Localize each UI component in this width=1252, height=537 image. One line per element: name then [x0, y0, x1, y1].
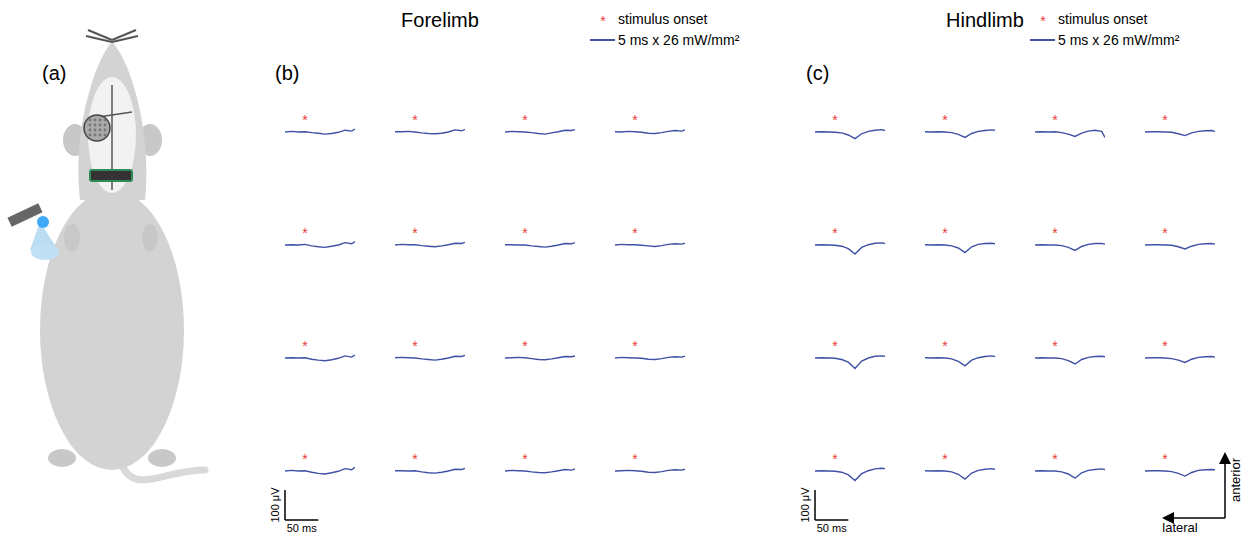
svg-text:anterior: anterior [1228, 457, 1243, 502]
svg-text:*: * [412, 112, 418, 128]
svg-text:*: * [942, 338, 948, 354]
svg-text:*: * [832, 112, 838, 128]
svg-text:5 ms x 26 mW/mm²: 5 ms x 26 mW/mm² [618, 32, 740, 48]
svg-text:*: * [832, 225, 838, 241]
svg-text:Forelimb: Forelimb [401, 9, 479, 31]
svg-text:*: * [412, 451, 418, 467]
svg-text:*: * [1052, 112, 1058, 128]
svg-text:Hindlimb: Hindlimb [946, 9, 1024, 31]
svg-text:*: * [1162, 338, 1168, 354]
svg-text:100 μV: 100 μV [799, 487, 811, 523]
svg-text:lateral: lateral [1162, 520, 1198, 535]
svg-text:*: * [1162, 225, 1168, 241]
svg-text:stimulus onset: stimulus onset [1058, 11, 1148, 27]
svg-text:*: * [632, 451, 638, 467]
svg-text:*: * [632, 112, 638, 128]
svg-text:*: * [522, 451, 528, 467]
svg-text:*: * [1040, 13, 1046, 29]
svg-text:*: * [600, 13, 606, 29]
svg-text:*: * [302, 338, 308, 354]
svg-text:*: * [632, 225, 638, 241]
svg-text:*: * [1052, 225, 1058, 241]
svg-text:*: * [522, 338, 528, 354]
svg-text:*: * [942, 451, 948, 467]
svg-text:*: * [412, 225, 418, 241]
svg-text:5 ms x 26 mW/mm²: 5 ms x 26 mW/mm² [1058, 32, 1180, 48]
svg-text:50 ms: 50 ms [287, 522, 317, 534]
svg-text:*: * [1052, 451, 1058, 467]
svg-text:50 ms: 50 ms [817, 522, 847, 534]
svg-text:*: * [1162, 451, 1168, 467]
svg-text:*: * [832, 338, 838, 354]
svg-text:*: * [522, 225, 528, 241]
svg-text:*: * [942, 112, 948, 128]
svg-text:*: * [302, 225, 308, 241]
svg-text:*: * [1052, 338, 1058, 354]
svg-text:*: * [412, 338, 418, 354]
svg-text:(b): (b) [275, 62, 299, 84]
svg-text:*: * [522, 112, 528, 128]
svg-text:(c): (c) [806, 62, 829, 84]
svg-text:*: * [302, 451, 308, 467]
svg-text:*: * [832, 451, 838, 467]
svg-text:*: * [942, 225, 948, 241]
svg-text:(a): (a) [42, 62, 66, 84]
svg-text:*: * [1162, 112, 1168, 128]
svg-text:*: * [302, 112, 308, 128]
svg-text:100 μV: 100 μV [269, 487, 281, 523]
svg-text:*: * [632, 338, 638, 354]
svg-text:stimulus onset: stimulus onset [618, 11, 708, 27]
